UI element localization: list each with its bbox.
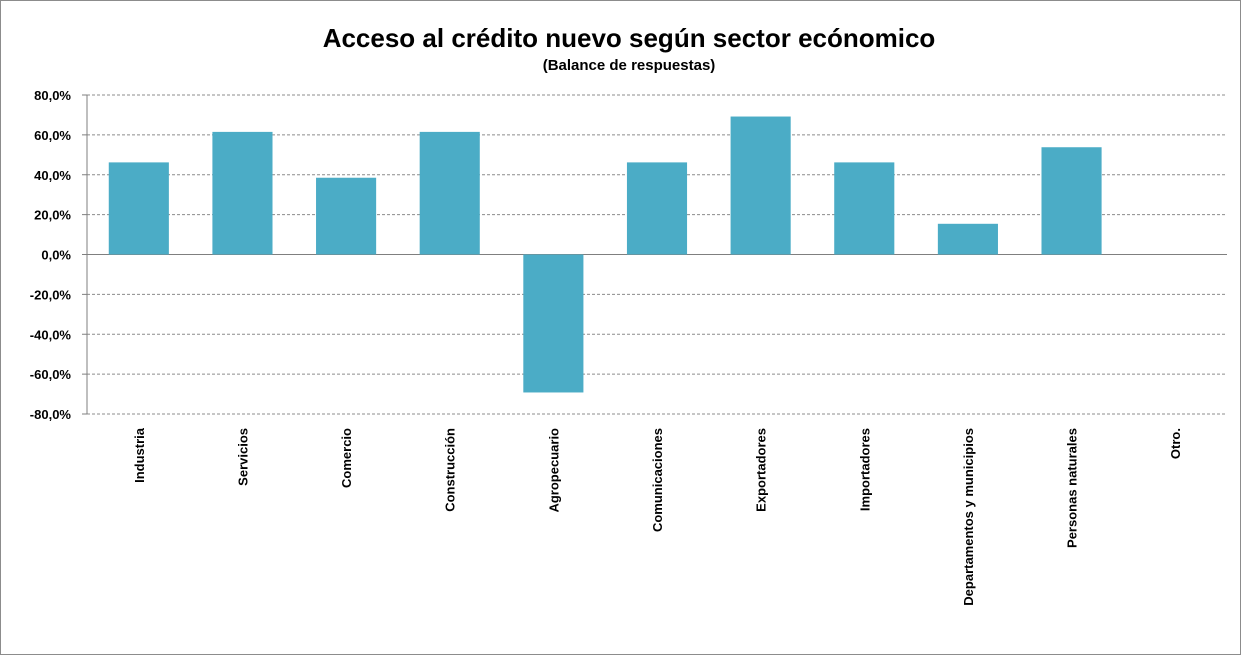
x-tick-label: Servicios xyxy=(235,428,250,486)
bar xyxy=(834,162,895,255)
y-tick-label: -40,0% xyxy=(30,327,72,342)
x-tick-label: Agropecuario xyxy=(546,428,561,513)
y-tick-label: 0,0% xyxy=(41,248,71,263)
bar xyxy=(626,162,688,255)
y-tick-label: 20,0% xyxy=(34,208,71,223)
x-tick-label: Exportadores xyxy=(754,428,769,512)
x-axis: Industria Servicios Comercio Construcción Ag… xyxy=(132,427,1183,605)
bars xyxy=(108,116,1102,393)
x-tick-label: Comunicaciones xyxy=(650,428,665,532)
bar xyxy=(1041,147,1102,255)
bar xyxy=(730,116,791,255)
bar xyxy=(419,131,480,255)
y-tick-label: 60,0% xyxy=(34,128,71,143)
x-tick-label: Personas naturales xyxy=(1065,428,1080,548)
bar xyxy=(108,162,169,255)
bar xyxy=(212,131,273,255)
y-tick-label: -20,0% xyxy=(30,287,72,302)
x-tick-label: Industria xyxy=(132,427,147,483)
x-tick-label: Importadores xyxy=(857,428,872,511)
x-tick-label: Comercio xyxy=(339,428,354,488)
bar xyxy=(316,177,377,255)
bar xyxy=(523,254,584,393)
y-axis: 80,0% 60,0% 40,0% 20,0% 0,0% -20,0% -40,0% -60,… xyxy=(30,88,88,422)
x-tick-label: Construcción xyxy=(443,428,458,512)
x-tick-label: Otro. xyxy=(1168,428,1183,459)
bar xyxy=(937,223,998,255)
x-tick-label: Departamentos y municipios xyxy=(961,428,976,606)
y-tick-label: -60,0% xyxy=(30,367,72,382)
y-tick-label: -80,0% xyxy=(30,407,72,422)
y-tick-label: 40,0% xyxy=(34,168,71,183)
chart-title: Acceso al crédito nuevo según sector ecó… xyxy=(323,23,936,53)
y-tick-label: 80,0% xyxy=(34,88,71,103)
chart-subtitle: (Balance de respuestas) xyxy=(543,57,716,74)
